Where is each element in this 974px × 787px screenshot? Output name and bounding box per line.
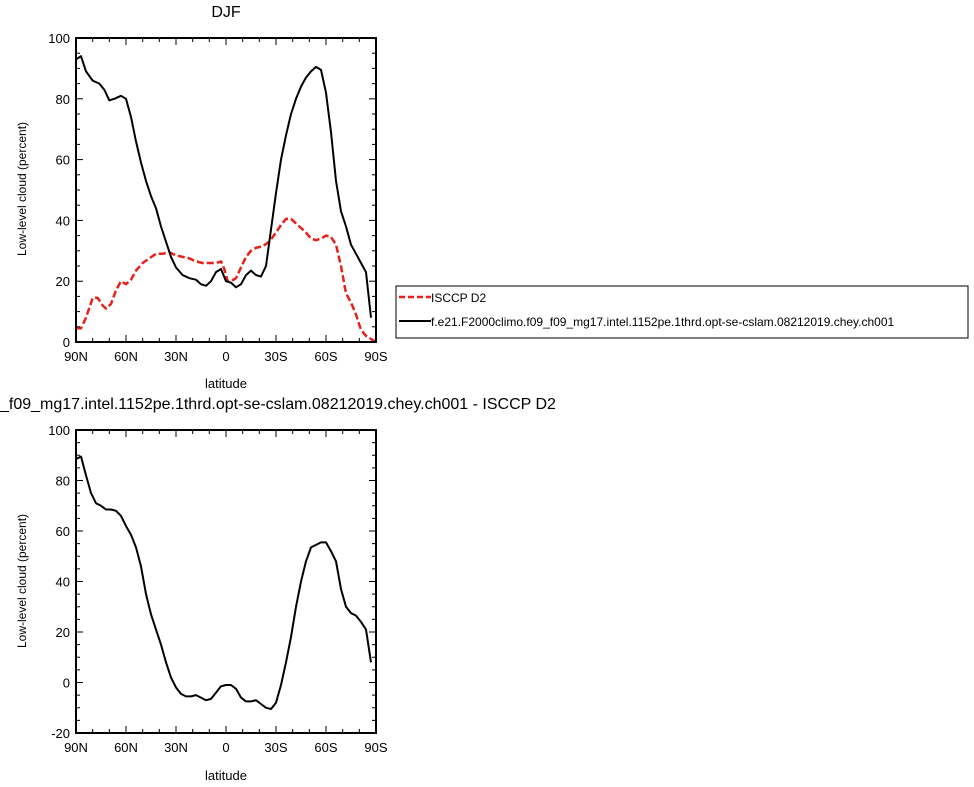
top-x-tick-label: 60N <box>114 349 138 364</box>
bottom-plot-area: 90N 60N 30N 0 30S 60S 90S -20 0 20 40 60 80 100 <box>48 423 388 755</box>
top-plot-area: 90N 60N 30N 0 30S 60S 90S 0 20 40 60 80 100 <box>48 31 388 364</box>
top-x-tick-label: 0 <box>222 349 229 364</box>
bottom-panel: _f09_mg17.intel.1152pe.1thrd.opt-se-csla… <box>0 396 556 783</box>
bottom-x-tick-label: 0 <box>222 740 229 755</box>
top-y-tick-label: 0 <box>63 335 70 350</box>
bottom-y-tick-label: 0 <box>63 676 70 691</box>
top-x-tick-label: 90N <box>64 349 88 364</box>
bottom-plot-frame <box>75 429 377 734</box>
top-y-tick-label: 20 <box>56 274 70 289</box>
top-x-axis-label: latitude <box>205 376 247 391</box>
top-y-axis-label: Low-level cloud (percent) <box>15 122 29 256</box>
top-y-tick-label: 40 <box>56 213 70 228</box>
bottom-y-tick-label: -20 <box>51 726 70 741</box>
bottom-x-tick-label: 90S <box>364 740 387 755</box>
bottom-x-tick-label: 60S <box>314 740 337 755</box>
top-chart-title: DJF <box>211 4 241 21</box>
top-y-tick-label: 80 <box>56 92 70 107</box>
bottom-y-tick-label: 40 <box>56 575 70 590</box>
top-x-tick-label: 30N <box>164 349 188 364</box>
bottom-y-tick-label: 100 <box>48 423 70 438</box>
bottom-x-axis-label: latitude <box>205 768 247 783</box>
bottom-series-line-1 <box>75 455 372 710</box>
top-plot-frame <box>75 37 377 343</box>
bottom-chart-title: _f09_mg17.intel.1152pe.1thrd.opt-se-csla… <box>0 396 556 413</box>
top-x-tick-label: 60S <box>314 349 337 364</box>
bottom-x-tick-label: 60N <box>114 740 138 755</box>
top-x-tick-label: 30S <box>264 349 287 364</box>
top-x-tick-label: 90S <box>364 349 387 364</box>
bottom-x-tick-label: 30N <box>164 740 188 755</box>
bottom-y-tick-label: 20 <box>56 625 70 640</box>
bottom-x-tick-label: 90N <box>64 740 88 755</box>
bottom-x-tick-label: 30S <box>264 740 287 755</box>
legend-label-isccp: ISCCP D2 <box>431 291 486 305</box>
top-y-tick-label: 60 <box>56 153 70 168</box>
top-y-tick-label: 100 <box>48 31 70 46</box>
legend-box <box>395 285 969 339</box>
legend: ISCCP D2 f.e21.F2000climo.f09_f09_mg17.i… <box>395 285 969 339</box>
bottom-y-axis-label: Low-level cloud (percent) <box>15 514 29 648</box>
bottom-y-tick-label: 60 <box>56 524 70 539</box>
bottom-y-tick-label: 80 <box>56 474 70 489</box>
legend-label-model: f.e21.F2000climo.f09_f09_mg17.intel.1152… <box>431 315 895 329</box>
top-panel: DJF 90N 60N 30N 0 30S 60S 90S 0 20 40 60 80 100 lati… <box>15 4 388 391</box>
top-series-line-2 <box>75 55 372 318</box>
